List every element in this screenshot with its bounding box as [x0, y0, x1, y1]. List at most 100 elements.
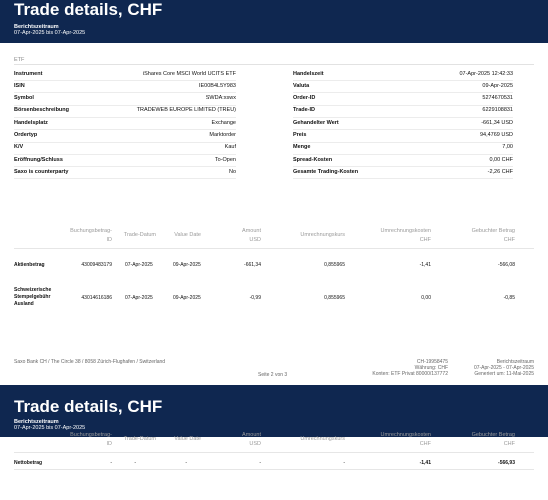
- row-amount: -0,99: [249, 295, 261, 301]
- field-row: Gehandelter Wert -661,34 USD: [293, 117, 513, 131]
- field-value: Kauf: [224, 144, 236, 151]
- section-divider: [14, 64, 534, 65]
- row-amount: -: [259, 460, 261, 466]
- row-value-date: -: [185, 460, 187, 466]
- report-title: Trade details, CHF: [14, 397, 163, 416]
- field-label: Order-ID: [293, 95, 316, 102]
- table-header-divider: [14, 452, 534, 453]
- field-label: Handelsplatz: [14, 119, 48, 126]
- field-label: Eröffnung/Schluss: [14, 156, 63, 163]
- section-label: ETF: [14, 57, 25, 63]
- field-row: Börsenbeschreibung TRADEWEB EUROPE LIMITE…: [14, 105, 236, 118]
- row-kurs: -: [343, 460, 345, 466]
- col-header-amount: Amount USD: [242, 228, 261, 243]
- field-row: ISIN IE00B4L5Y983: [14, 80, 236, 94]
- field-row: Order-ID 5274670531: [293, 93, 513, 106]
- period-label: Berichtszeitraum: [14, 419, 59, 425]
- field-label: Saxo is counterparty: [14, 168, 69, 175]
- footer-account: CH-19958475 Währung: CHF Konten: ETF Priva…: [372, 359, 448, 377]
- row-kosten: -1,41: [419, 460, 431, 466]
- row-value-date: 09-Apr-2025: [173, 262, 201, 268]
- col-header-umrechnungskurs: Umrechnungskurs: [300, 436, 345, 442]
- row-betrag: -566,08: [498, 262, 515, 268]
- field-label: Trade-ID: [293, 107, 316, 114]
- field-label: Gehandelter Wert: [293, 119, 339, 126]
- report-title: Trade details, CHF: [14, 0, 163, 19]
- col-header-amount: Amount USD: [242, 432, 261, 447]
- footer-address: Saxo Bank CH / The Circle 38 / 8058 Züri…: [14, 359, 166, 365]
- field-value: 0,00 CHF: [489, 156, 513, 163]
- field-label: Handelszeit: [293, 70, 324, 77]
- row-id: 43014616186: [81, 295, 112, 301]
- period-label: Berichtszeitraum: [14, 24, 59, 30]
- field-label: ISIN: [14, 82, 25, 89]
- row-id: 43009483179: [81, 262, 112, 268]
- field-row: Handelsplatz Exchange: [14, 117, 236, 131]
- field-value: 5274670531: [482, 95, 513, 102]
- col-header-value-date: Value Date: [174, 436, 201, 442]
- field-row: Symbol SWDA:xswx: [14, 93, 236, 106]
- row-label: Schweizerische Stempelgebühr Ausland: [14, 287, 52, 307]
- footer-period: Berichtszeitraum 07-Apr-2025 - 07-Apr-202…: [473, 359, 534, 377]
- footer-page-number: Seite 2 von 3: [258, 372, 288, 378]
- report-header: Trade details, CHF Berichtszeitraum 07-A…: [0, 0, 548, 43]
- row-id: -: [110, 460, 112, 466]
- field-value: 94,4769 USD: [479, 132, 513, 138]
- field-value: 07-Apr-2025 12:42:33: [459, 70, 513, 77]
- row-trade-date: -: [134, 460, 136, 466]
- field-value: TRADEWEB EUROPE LIMITED (TREU): [136, 107, 236, 114]
- field-row: K/V Kauf: [14, 142, 236, 155]
- row-label: Aktienbetrag: [14, 262, 45, 268]
- field-label: Menge: [293, 144, 311, 151]
- col-header-trade-datum: Trade-Datum: [123, 232, 156, 238]
- table-header-divider: [14, 248, 534, 249]
- row-kurs: 0,855965: [324, 262, 345, 268]
- row-value-date: 09-Apr-2025: [173, 295, 201, 301]
- field-label: Gesamte Trading-Kosten: [293, 168, 359, 175]
- row-amount: -661,34: [244, 262, 261, 268]
- field-value: iShares Core MSCI World UCITS ETF: [142, 70, 236, 77]
- field-label: Ordertyp: [14, 132, 38, 138]
- field-row: Instrument iShares Core MSCI World UCITS …: [14, 68, 236, 81]
- field-row: Preis 94,4769 USD: [293, 130, 513, 143]
- field-value: To-Open: [214, 156, 236, 163]
- row-betrag: -566,93: [498, 460, 515, 466]
- row-kosten: -1,41: [419, 262, 431, 268]
- field-row: Spread-Kosten 0,00 CHF: [293, 154, 513, 168]
- period-value: 07-Apr-2025 bis 07-Apr-2025: [14, 425, 86, 431]
- field-label: Instrument: [14, 70, 43, 77]
- field-label: K/V: [14, 144, 24, 151]
- col-header-buchungsbetrag-id: Buchungsbetrag- ID: [70, 432, 112, 447]
- field-row: Trade-ID 6229108831: [293, 105, 513, 118]
- field-value: IE00B4L5Y983: [198, 82, 236, 89]
- field-value: 09-Apr-2025: [482, 82, 513, 89]
- field-label: Valuta: [293, 82, 310, 89]
- col-header-value-date: Value Date: [174, 232, 201, 238]
- field-row: Saxo is counterparty No: [14, 166, 236, 180]
- row-kosten: 0,00: [421, 295, 431, 301]
- field-label: Spread-Kosten: [293, 156, 333, 163]
- field-row: Valuta 09-Apr-2025: [293, 80, 513, 94]
- col-header-umrechnungskosten: Umrechnungskosten CHF: [380, 228, 431, 243]
- row-trade-date: 07-Apr-2025: [125, 295, 153, 301]
- report-header-page2: Trade details, CHF Berichtszeitraum 07-A…: [0, 385, 548, 437]
- row-divider: [14, 469, 534, 470]
- field-value: No: [228, 168, 236, 175]
- period-value: 07-Apr-2025 bis 07-Apr-2025: [14, 30, 86, 36]
- field-value: 6229108831: [482, 107, 513, 114]
- col-header-umrechnungskosten: Umrechnungskosten CHF: [380, 432, 431, 447]
- field-label: Börsenbeschreibung: [14, 107, 70, 114]
- col-header-gebuchter-betrag: Gebuchter Betrag CHF: [471, 432, 515, 447]
- field-row: Ordertyp Marktorder: [14, 130, 236, 143]
- field-row: Menge 7,00: [293, 142, 513, 155]
- field-value: SWDA:xswx: [205, 95, 236, 102]
- field-value: Marktorder: [209, 132, 236, 138]
- field-row: Gesamte Trading-Kosten -2,26 CHF: [293, 166, 513, 180]
- field-row: Handelszeit 07-Apr-2025 12:42:33: [293, 68, 513, 81]
- field-value: 7,00: [502, 144, 513, 151]
- row-trade-date: 07-Apr-2025: [125, 262, 153, 268]
- field-label: Symbol: [14, 95, 34, 102]
- col-header-buchungsbetrag-id: Buchungsbetrag- ID: [70, 228, 112, 243]
- col-header-umrechnungskurs: Umrechnungskurs: [300, 232, 345, 238]
- field-value: Exchange: [211, 119, 236, 126]
